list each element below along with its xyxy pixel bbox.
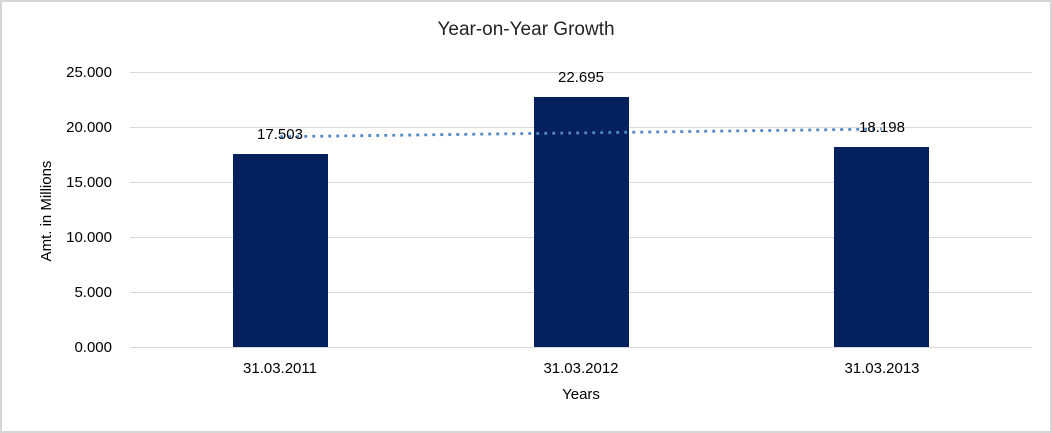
x-axis-title: Years	[562, 386, 600, 403]
y-tick-label: 5.000	[74, 284, 112, 301]
y-tick-label: 20.000	[66, 119, 112, 136]
x-tick-label: 31.03.2012	[543, 360, 619, 377]
bar-31.03.2011	[233, 154, 328, 347]
y-tick-label: 15.000	[66, 174, 112, 191]
x-axis-line	[130, 347, 1032, 348]
chart-title: Year-on-Year Growth	[437, 19, 615, 40]
bar-31.03.2012	[534, 97, 629, 347]
bar-value-label: 18.198	[859, 119, 905, 136]
y-tick-label: 25.000	[66, 64, 112, 81]
y-tick-label: 10.000	[66, 229, 112, 246]
x-tick-label: 31.03.2013	[844, 360, 920, 377]
y-tick-label: 0.000	[74, 339, 112, 356]
y-axis-title: Amt. in Millions	[38, 160, 55, 262]
bar-value-label: 22.695	[558, 69, 604, 86]
bar-value-label: 17.503	[257, 126, 303, 143]
bar-31.03.2013	[834, 147, 929, 347]
gridline	[130, 72, 1032, 73]
x-tick-label: 31.03.2011	[243, 360, 317, 377]
